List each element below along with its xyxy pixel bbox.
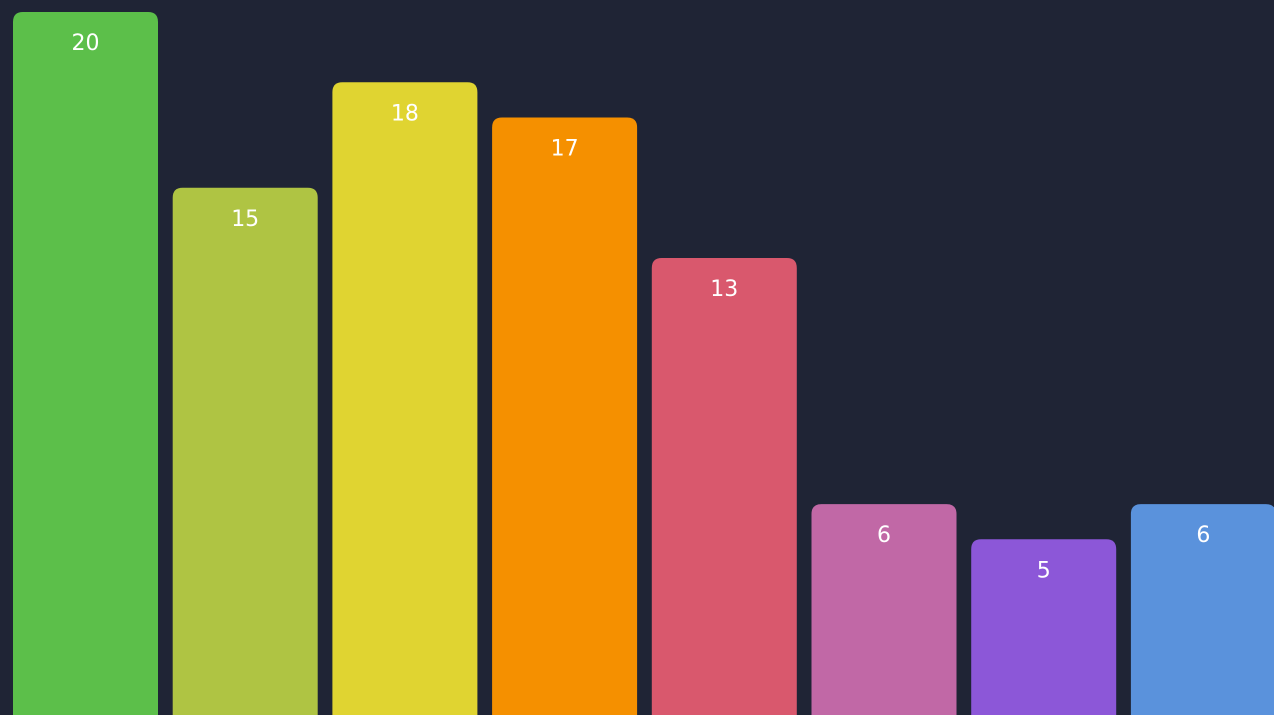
- bar-4: [492, 117, 638, 715]
- bar-value-label-2: 15: [231, 207, 259, 232]
- bar-value-label-1: 20: [72, 31, 100, 56]
- bar-5: [651, 258, 797, 715]
- bar-3: [332, 82, 478, 715]
- bar-6: [811, 504, 957, 715]
- bar-value-label-7: 5: [1037, 558, 1051, 583]
- bar-value-label-5: 13: [710, 277, 738, 302]
- bar-1: [13, 12, 158, 715]
- bar-7: [971, 539, 1117, 715]
- bar-value-label-8: 6: [1196, 523, 1210, 548]
- bar-value-label-4: 17: [551, 136, 579, 161]
- bar-2: [172, 187, 318, 715]
- bar-8: [1130, 504, 1274, 715]
- bar-value-label-3: 18: [391, 101, 419, 126]
- bar-value-label-6: 6: [877, 523, 891, 548]
